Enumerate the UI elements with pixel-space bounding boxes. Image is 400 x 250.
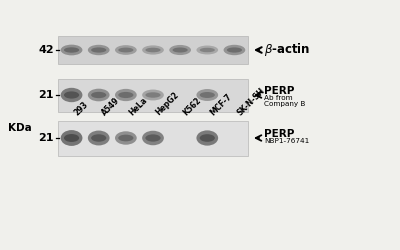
Text: PERP: PERP <box>264 129 294 139</box>
Ellipse shape <box>91 134 106 142</box>
Ellipse shape <box>91 48 106 52</box>
Ellipse shape <box>196 46 218 54</box>
Bar <box>58 36 248 64</box>
Text: HepG2: HepG2 <box>154 91 181 118</box>
Ellipse shape <box>142 131 164 145</box>
Ellipse shape <box>146 48 161 52</box>
Ellipse shape <box>64 47 79 53</box>
Text: SK-N-SH: SK-N-SH <box>236 86 267 118</box>
Bar <box>58 78 248 112</box>
Ellipse shape <box>196 130 218 146</box>
Ellipse shape <box>172 48 188 52</box>
Bar <box>58 120 248 156</box>
Ellipse shape <box>88 89 110 101</box>
Ellipse shape <box>118 135 134 141</box>
Ellipse shape <box>196 89 218 101</box>
Ellipse shape <box>115 89 137 101</box>
Ellipse shape <box>64 134 79 142</box>
Ellipse shape <box>227 48 242 52</box>
Ellipse shape <box>61 45 82 55</box>
Text: 293: 293 <box>72 100 90 117</box>
Ellipse shape <box>115 131 137 145</box>
Ellipse shape <box>118 48 134 52</box>
Text: MCF-7: MCF-7 <box>208 92 234 118</box>
Text: K562: K562 <box>181 96 203 118</box>
Ellipse shape <box>91 92 106 98</box>
Text: Ab from: Ab from <box>264 95 293 101</box>
Ellipse shape <box>142 90 164 101</box>
Ellipse shape <box>146 134 161 142</box>
Ellipse shape <box>88 45 110 55</box>
Ellipse shape <box>146 92 161 98</box>
Text: PERP: PERP <box>264 86 294 96</box>
Ellipse shape <box>200 134 215 142</box>
Ellipse shape <box>64 92 79 98</box>
Text: KDa: KDa <box>8 123 32 133</box>
Text: HeLa: HeLa <box>127 96 149 118</box>
Text: 42: 42 <box>38 45 54 55</box>
Ellipse shape <box>118 92 134 98</box>
Text: A549: A549 <box>100 96 121 118</box>
Ellipse shape <box>142 46 164 54</box>
Ellipse shape <box>61 130 82 146</box>
Text: 21: 21 <box>38 90 54 100</box>
Ellipse shape <box>61 88 82 102</box>
Text: 21: 21 <box>38 133 54 143</box>
Text: Company B: Company B <box>264 101 305 107</box>
Ellipse shape <box>115 45 137 55</box>
Ellipse shape <box>224 45 245 55</box>
Text: NBP1-76741: NBP1-76741 <box>264 138 309 144</box>
Ellipse shape <box>88 130 110 146</box>
Ellipse shape <box>169 45 191 55</box>
Ellipse shape <box>200 92 215 98</box>
Ellipse shape <box>200 48 215 52</box>
Text: $\beta$-actin: $\beta$-actin <box>264 42 310 58</box>
